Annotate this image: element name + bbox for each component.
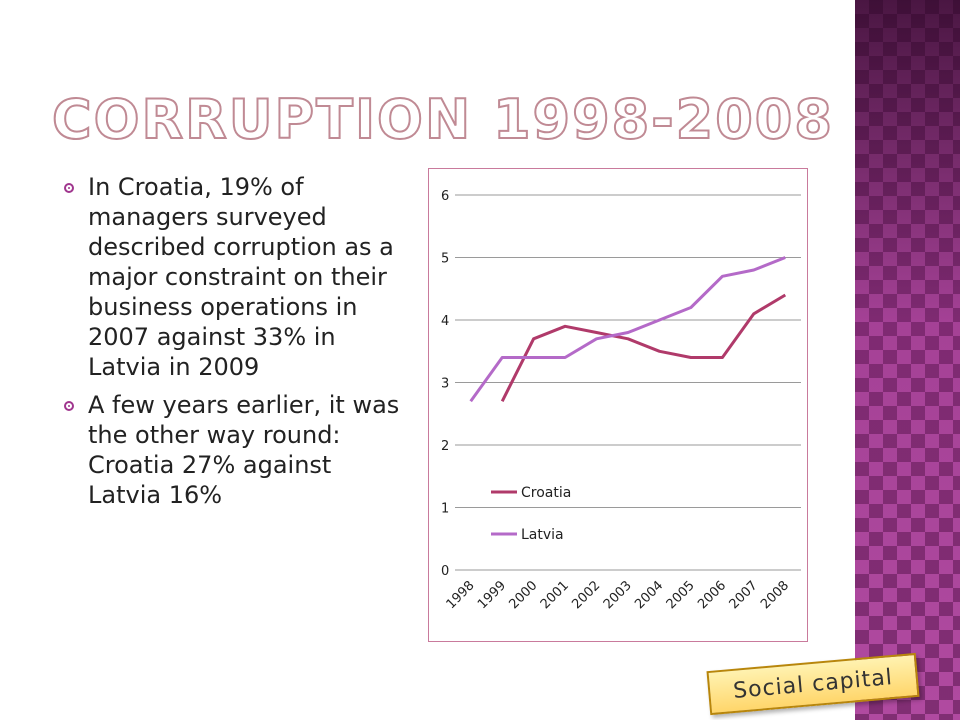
y-tick-label: 6 <box>441 189 449 204</box>
x-tick-label: 2004 <box>632 578 666 612</box>
x-tick-label: 2005 <box>664 578 698 612</box>
legend-label-croatia: Croatia <box>521 485 571 501</box>
x-tick-label: 2008 <box>758 578 792 612</box>
slide-title: Corruption 1998-2008 <box>51 87 834 152</box>
y-tick-label: 5 <box>441 252 449 267</box>
decorative-side-band <box>855 0 960 720</box>
chart-frame: 0 1 2 3 4 5 6 1998 1999 2000 2001 2002 2003 2004 2005 2… <box>428 168 808 642</box>
badge-label: Social capital <box>732 664 894 704</box>
x-tick-label: 2003 <box>601 578 635 612</box>
bullet-item: In Croatia, 19% of managers surveyed des… <box>64 172 409 382</box>
line-chart: 0123456199819992000200120022003200420052… <box>441 189 801 612</box>
bullet-text: In Croatia, 19% of managers surveyed des… <box>88 173 394 381</box>
y-tick-label: 3 <box>441 377 449 392</box>
bullet-text: A few years earlier, it was the other wa… <box>88 391 400 509</box>
x-tick-label: 2001 <box>538 578 572 612</box>
bullet-list: In Croatia, 19% of managers surveyed des… <box>64 172 409 518</box>
y-tick-label: 0 <box>441 564 449 579</box>
y-tick-label: 1 <box>441 502 449 517</box>
y-tick-label: 2 <box>441 439 449 454</box>
x-tick-label: 1999 <box>475 578 509 612</box>
series-line-latvia <box>469 256 786 403</box>
circle-bullet-icon <box>64 401 74 411</box>
x-tick-label: 1998 <box>444 578 478 612</box>
x-tick-label: 2002 <box>569 578 603 612</box>
x-tick-label: 2007 <box>727 578 761 612</box>
bullet-item: A few years earlier, it was the other wa… <box>64 390 409 510</box>
series-line-croatia <box>500 293 787 402</box>
x-tick-label: 2006 <box>695 578 729 612</box>
x-tick-label: 2000 <box>506 578 540 612</box>
y-tick-label: 4 <box>441 314 449 329</box>
legend-label-latvia: Latvia <box>521 527 564 543</box>
circle-bullet-icon <box>64 183 74 193</box>
